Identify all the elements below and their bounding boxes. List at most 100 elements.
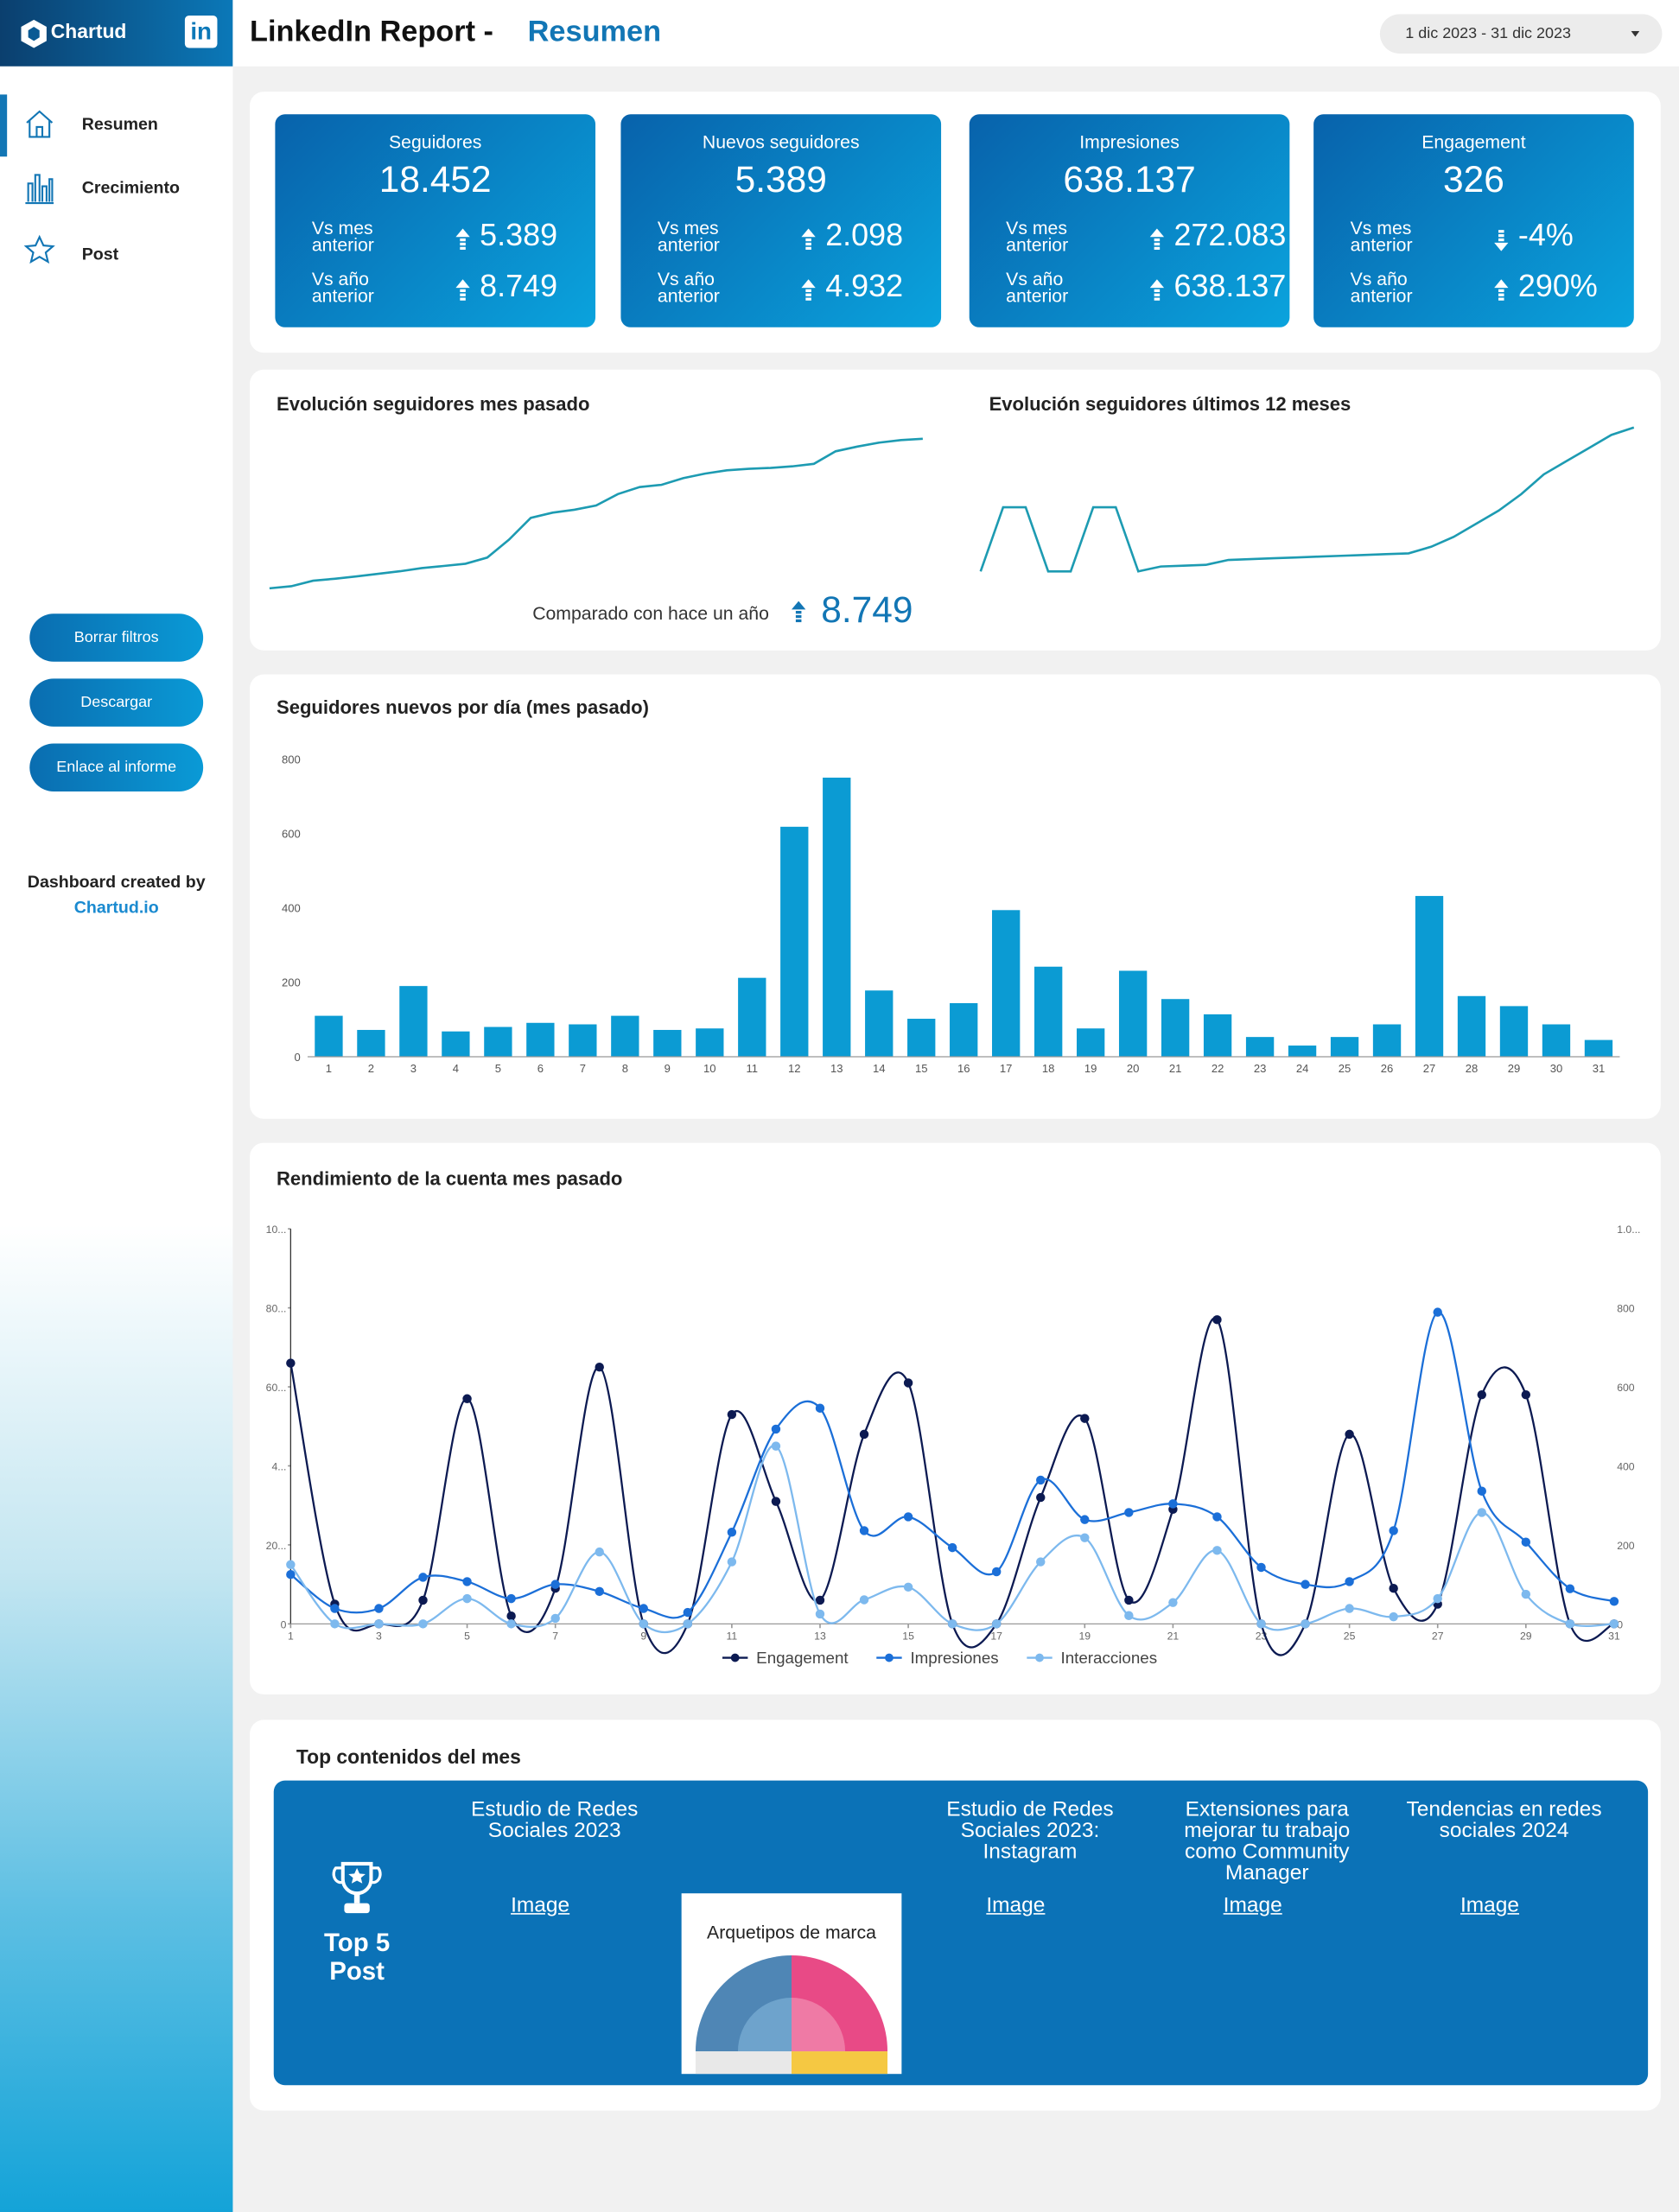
x-tick-label: 6 — [537, 1062, 544, 1075]
point — [1477, 1486, 1486, 1496]
x-tick-label: 29 — [1508, 1062, 1521, 1075]
x-tick-label: 31 — [1593, 1062, 1606, 1075]
x-tick-label: 21 — [1169, 1062, 1182, 1075]
bar — [1034, 966, 1063, 1057]
point — [286, 1560, 296, 1570]
point — [286, 1358, 296, 1368]
bar — [1203, 1014, 1232, 1057]
point — [1168, 1499, 1178, 1509]
bar — [315, 1015, 343, 1057]
point — [506, 1593, 516, 1604]
sparkline — [979, 426, 1635, 573]
bar — [357, 1029, 385, 1057]
post-image-link[interactable]: Image — [1223, 1893, 1282, 1917]
point — [683, 1607, 693, 1618]
trend-arrow — [801, 228, 816, 251]
point — [374, 1619, 384, 1629]
archetype-wheel — [695, 1955, 888, 2075]
comparison-value: 2.098 — [825, 217, 904, 253]
comparison-value: 4.932 — [825, 268, 904, 304]
x-tick-label: 28 — [1466, 1062, 1479, 1075]
point — [1565, 1619, 1575, 1629]
bar — [1584, 1039, 1613, 1057]
point — [418, 1619, 428, 1629]
series-line — [289, 1445, 1614, 1634]
top-title: Top contenidos del mes — [296, 1745, 521, 1768]
point — [1256, 1562, 1266, 1573]
y-tick-label: 80... — [266, 1303, 287, 1315]
point — [1389, 1611, 1398, 1622]
y-tick-label: 10... — [266, 1224, 287, 1236]
point — [903, 1512, 913, 1522]
point — [1345, 1577, 1354, 1586]
post-image-link[interactable]: Image — [511, 1893, 570, 1917]
y-tick-label: 20... — [266, 1540, 287, 1552]
nav-item[interactable]: Resumen — [81, 114, 158, 135]
x-tick-label: 14 — [873, 1062, 886, 1075]
post-title: Estudio de Redes Sociales 2023: Instagra… — [946, 1797, 1114, 1864]
point — [1212, 1512, 1222, 1522]
point — [1124, 1611, 1134, 1620]
point — [1521, 1389, 1531, 1400]
y2-tick-label: 200 — [1617, 1540, 1635, 1552]
x-tick-label: 1 — [288, 1630, 294, 1642]
point — [1609, 1597, 1619, 1606]
point — [1256, 1619, 1266, 1629]
y2-tick-label: 0 — [1617, 1618, 1623, 1630]
kpi-title: Impresiones — [1079, 130, 1180, 153]
chart-title: Seguidores nuevos por día (mes pasado) — [277, 696, 649, 718]
point — [815, 1609, 825, 1619]
x-tick-label: 25 — [1339, 1062, 1351, 1075]
chart-title: Evolución seguidores mes pasado — [277, 393, 589, 415]
point — [462, 1394, 472, 1403]
x-tick-label: 17 — [1000, 1062, 1013, 1075]
report-title: LinkedIn Report - — [250, 15, 493, 48]
post-title: Extensiones para mejorar tu trabajo como… — [1184, 1797, 1351, 1885]
credit-link[interactable]: Chartud.io — [73, 897, 159, 918]
x-tick-label: 4 — [453, 1062, 459, 1075]
date-picker[interactable]: 1 dic 2023 - 31 dic 2023 — [1379, 14, 1663, 54]
bar — [907, 1019, 936, 1057]
point — [1212, 1546, 1222, 1555]
nav-item[interactable]: Post — [81, 244, 119, 264]
bar — [1330, 1037, 1359, 1057]
nav-icons — [23, 110, 55, 264]
comparison-label: Vs mes anterior — [1350, 217, 1413, 256]
y-tick-label: 0 — [295, 1051, 301, 1064]
bar — [1542, 1024, 1571, 1057]
kpi-card: Impresiones 638.137 Vs mes anterior 272.083… — [969, 114, 1290, 327]
x-tick-label: 16 — [957, 1062, 970, 1075]
point — [1345, 1429, 1354, 1440]
x-tick-label: 15 — [902, 1630, 914, 1642]
credit-text: Dashboard created by — [27, 872, 206, 892]
comparison-label: Vs mes anterior — [657, 217, 720, 256]
sidebar-button[interactable]: Borrar filtros — [29, 613, 204, 662]
post-image: Arquetipos de marca — [681, 1893, 902, 2075]
kpi-card: Engagement 326 Vs mes anterior -4% Vs año an… — [1313, 114, 1634, 327]
nav-item[interactable]: Crecimiento — [81, 177, 180, 198]
post-image-link[interactable]: Image — [1460, 1893, 1520, 1917]
point — [1433, 1593, 1442, 1604]
point — [1301, 1580, 1310, 1589]
sidebar-button[interactable]: Descargar — [29, 678, 204, 727]
trend-arrow — [801, 279, 816, 301]
legend-label: Interacciones — [1061, 1649, 1158, 1667]
bar — [1245, 1037, 1275, 1057]
post-image-link[interactable]: Image — [986, 1893, 1046, 1917]
dropdown-arrow — [1631, 30, 1640, 37]
point — [639, 1619, 648, 1629]
x-tick-label: 7 — [552, 1630, 558, 1642]
x-tick-label: 5 — [495, 1062, 501, 1075]
bar — [611, 1015, 639, 1057]
chart-title: Rendimiento de la cuenta mes pasado — [277, 1168, 622, 1190]
y2-tick-label: 600 — [1617, 1382, 1635, 1394]
bar — [1499, 1006, 1529, 1057]
x-tick-label: 27 — [1432, 1630, 1444, 1642]
sidebar-button[interactable]: Enlace al informe — [29, 743, 204, 792]
trend-arrow — [1494, 230, 1509, 251]
x-tick-label: 11 — [727, 1630, 738, 1642]
post-image-title: Arquetipos de marca — [707, 1921, 876, 1943]
x-tick-label: 13 — [814, 1630, 826, 1642]
